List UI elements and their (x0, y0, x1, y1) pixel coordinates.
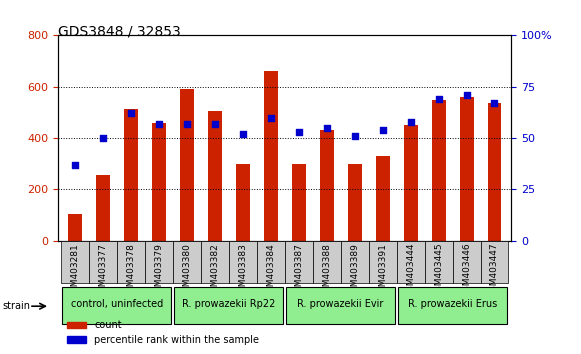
Point (182, 121, 191, 126)
Text: GSM403391: GSM403391 (378, 243, 387, 298)
Bar (375, 156, 390, 241)
FancyBboxPatch shape (229, 241, 257, 283)
Point (406, 119, 415, 125)
FancyBboxPatch shape (62, 287, 171, 324)
Bar (264, 72, 278, 241)
Point (266, 115, 275, 120)
Point (322, 125, 331, 131)
Text: GSM403281: GSM403281 (70, 243, 80, 298)
FancyBboxPatch shape (453, 241, 480, 283)
Bar (152, 123, 166, 241)
Point (490, 100, 499, 106)
Text: GSM403384: GSM403384 (266, 243, 275, 298)
FancyBboxPatch shape (285, 241, 313, 283)
FancyBboxPatch shape (201, 241, 229, 283)
FancyBboxPatch shape (286, 287, 395, 324)
FancyBboxPatch shape (368, 241, 397, 283)
Text: GSM403387: GSM403387 (294, 243, 303, 298)
Bar (236, 164, 250, 241)
Bar (460, 97, 474, 241)
Point (70, 162, 80, 167)
FancyBboxPatch shape (480, 241, 508, 283)
Bar (208, 111, 222, 241)
Text: GSM403377: GSM403377 (98, 243, 107, 298)
Text: GSM403444: GSM403444 (406, 243, 415, 297)
Text: GSM403380: GSM403380 (182, 243, 191, 298)
FancyBboxPatch shape (397, 241, 425, 283)
Bar (180, 89, 194, 241)
Text: strain: strain (3, 301, 31, 311)
Point (154, 121, 163, 126)
Text: GSM403378: GSM403378 (126, 243, 135, 298)
Point (462, 92, 471, 98)
Text: GSM403447: GSM403447 (490, 243, 499, 297)
Text: GSM403446: GSM403446 (462, 243, 471, 297)
Text: GSM403382: GSM403382 (210, 243, 219, 298)
Text: R. prowazekii Evir: R. prowazekii Evir (297, 299, 384, 309)
Point (378, 127, 388, 133)
Bar (347, 164, 361, 241)
Bar (96, 175, 110, 241)
Text: R. prowazekii Erus: R. prowazekii Erus (408, 299, 497, 309)
Point (126, 110, 135, 116)
Text: GSM403388: GSM403388 (322, 243, 331, 298)
Bar (404, 125, 418, 241)
Point (434, 96, 443, 102)
FancyBboxPatch shape (173, 241, 201, 283)
FancyBboxPatch shape (61, 241, 89, 283)
Bar (432, 99, 446, 241)
Point (350, 133, 359, 139)
Bar (320, 130, 333, 241)
FancyBboxPatch shape (89, 241, 117, 283)
Point (238, 131, 248, 137)
Bar (292, 164, 306, 241)
FancyBboxPatch shape (117, 241, 145, 283)
Text: R. prowazekii Rp22: R. prowazekii Rp22 (182, 299, 275, 309)
Text: control, uninfected: control, uninfected (71, 299, 163, 309)
Point (210, 121, 220, 126)
Text: GSM403383: GSM403383 (238, 243, 248, 298)
FancyBboxPatch shape (174, 287, 284, 324)
Bar (124, 109, 138, 241)
Point (98, 135, 107, 141)
FancyBboxPatch shape (398, 287, 507, 324)
FancyBboxPatch shape (425, 241, 453, 283)
FancyBboxPatch shape (313, 241, 340, 283)
Text: GSM403389: GSM403389 (350, 243, 359, 298)
Bar (68, 214, 82, 241)
Bar (487, 103, 501, 241)
Text: GDS3848 / 32853: GDS3848 / 32853 (58, 25, 181, 39)
FancyBboxPatch shape (340, 241, 368, 283)
FancyBboxPatch shape (257, 241, 285, 283)
Point (294, 129, 303, 135)
Legend: count, percentile rank within the sample: count, percentile rank within the sample (63, 316, 263, 349)
Text: GSM403379: GSM403379 (155, 243, 163, 298)
Text: GSM403445: GSM403445 (434, 243, 443, 297)
FancyBboxPatch shape (145, 241, 173, 283)
